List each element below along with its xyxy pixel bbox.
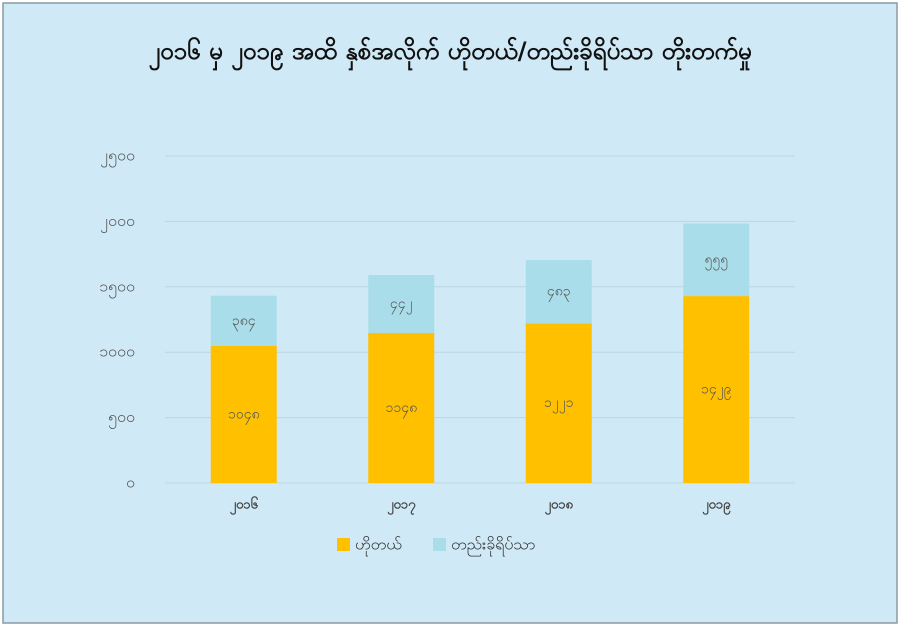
data-label: ၃၈၄: [232, 313, 256, 331]
data-label: ၁၀၄၈: [228, 406, 260, 424]
y-tick-label: ၂၅၀၀: [100, 146, 135, 168]
legend-swatch: [337, 538, 350, 551]
y-tick-label: ၅၀၀: [108, 407, 135, 429]
bar-segment: [210, 295, 277, 346]
bar-segment: [525, 260, 592, 324]
x-tick-label: ၂၀၁၆: [230, 496, 259, 516]
legend-swatch: [433, 538, 446, 551]
data-label: ၁၁၄၈: [385, 400, 417, 418]
legend-label: ဟိုတယ်: [355, 535, 402, 557]
legend-label: တည်းခိုရိပ်သာ: [451, 535, 535, 557]
data-label: ၁၄၂၉: [701, 382, 732, 400]
x-tick-label: ၂၀၁၈: [545, 498, 574, 516]
x-tick-label: ၂၀၁၇: [387, 498, 416, 516]
data-label: ၅၅၅: [704, 252, 728, 270]
y-tick-label: ၂၀၀၀: [100, 211, 135, 233]
bar-segment: [525, 323, 592, 483]
bar-segment: [368, 332, 435, 483]
x-tick-label: ၂၀၁၉: [702, 498, 731, 516]
data-label: ၄၄၂: [390, 296, 413, 314]
bar-segment: [683, 296, 750, 483]
y-tick-label: ၁၅၀၀: [99, 276, 135, 298]
bar-segment: [368, 275, 435, 333]
data-label: ၁၂၂၁: [544, 395, 574, 413]
bar-segment: [683, 223, 750, 297]
data-label: ၄၈၃: [547, 284, 571, 302]
y-tick-label: ၁၀၀၀: [99, 342, 135, 361]
bar-segment: [210, 345, 277, 483]
y-tick-label: ၀: [126, 473, 135, 492]
